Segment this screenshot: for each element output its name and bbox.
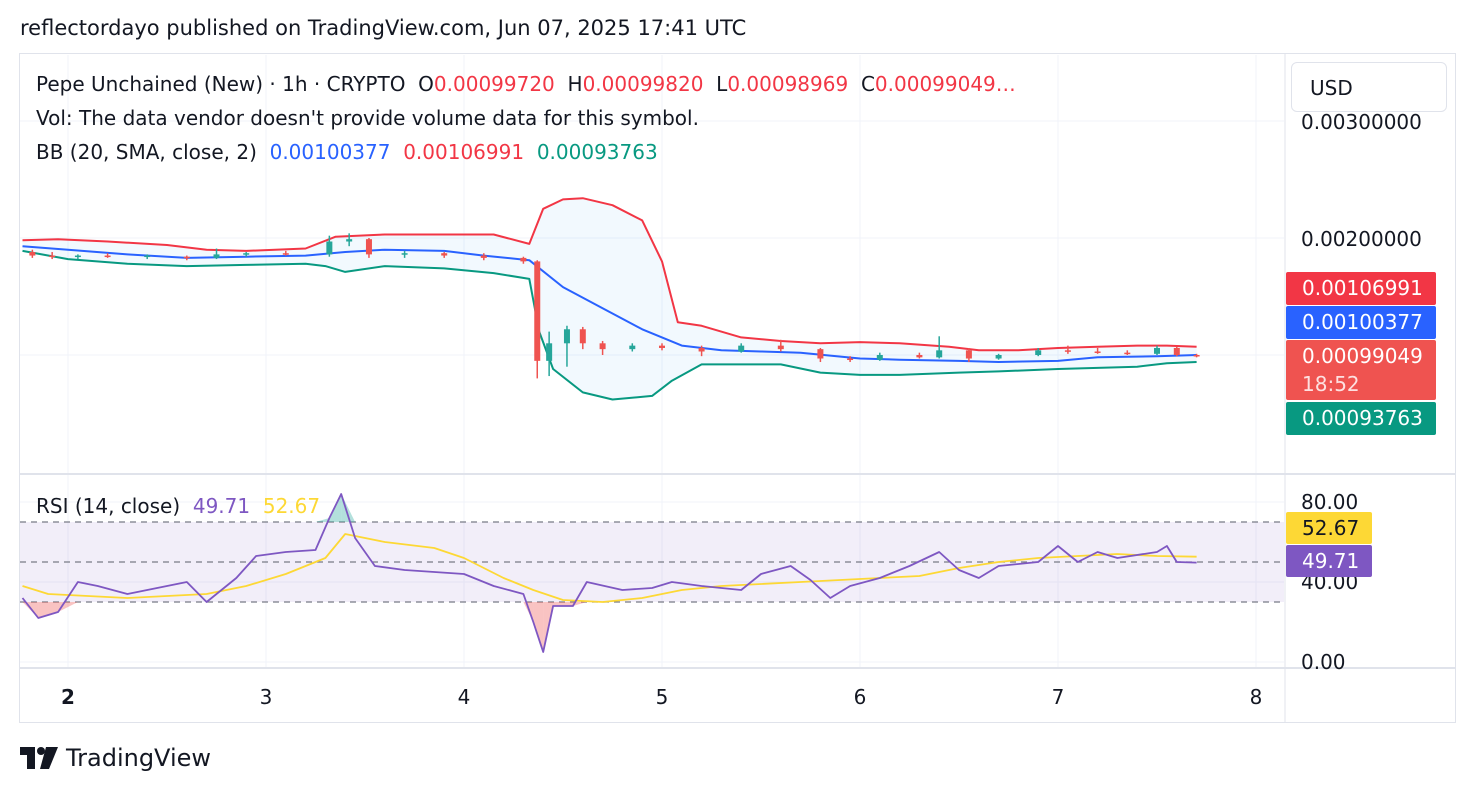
rsi-ma-line (22, 533, 1197, 603)
candle-body (1193, 355, 1200, 357)
candle-body (698, 347, 705, 352)
rsi-oversold-fill (533, 602, 544, 652)
bb-upper-line (22, 197, 1197, 352)
bb-upper-price-tag: 0.00106991 (1286, 272, 1436, 305)
bb-label: BB (20, SMA, close, 2) (36, 140, 257, 164)
rsi-oversold-fill (553, 602, 573, 606)
rsi-line (21, 493, 1197, 653)
bb-basis-value: 0.00100377 (269, 140, 391, 164)
rsi-oversold-fill (572, 602, 587, 606)
close-value: 0.00099049… (874, 72, 1016, 96)
time-axis-label: 2 (61, 685, 75, 709)
bb-upper-value: 0.00106991 (403, 140, 525, 164)
candle-body (546, 343, 553, 361)
candle-body (183, 256, 190, 259)
ohlc-legend: Pepe Unchained (New) · 1h · CRYPTO O0.00… (36, 72, 1016, 96)
candle-body (144, 255, 151, 258)
bb-lower-line (22, 249, 1197, 401)
bb-band-fill (22, 198, 1197, 400)
bb-legend[interactable]: BB (20, SMA, close, 2) 0.00100377 0.0010… (36, 140, 658, 164)
candle-body (579, 329, 586, 344)
tradingview-logo[interactable]: TradingView (20, 744, 211, 772)
candle-body (995, 355, 1002, 359)
candle-body (104, 255, 111, 258)
open-label: O (418, 72, 434, 96)
candle-body (916, 355, 923, 358)
candle-body (659, 345, 665, 348)
time-axis-label: 7 (1052, 685, 1065, 709)
tradingview-logo-icon (20, 747, 58, 769)
candle-body (777, 345, 784, 350)
candle-body (213, 254, 220, 258)
candle-body (282, 253, 289, 255)
rsi-overbought-fill (341, 494, 356, 522)
candle-body (480, 255, 487, 258)
high-value: 0.00099820 (582, 72, 704, 96)
low-value: 0.00098969 (727, 72, 849, 96)
candle-body (534, 261, 541, 361)
time-axis-label: 8 (1250, 685, 1263, 709)
currency-selector[interactable]: USD (1291, 62, 1447, 112)
chart-frame[interactable] (19, 53, 1456, 723)
candle-body (876, 355, 883, 360)
candle-body (1035, 350, 1042, 355)
candle-body (441, 253, 448, 256)
publisher-line: reflectordayo published on TradingView.c… (20, 16, 747, 40)
rsi-ma-tag: 52.67 (1286, 512, 1372, 544)
candle-body (1154, 347, 1160, 354)
close-price-tag: 0.00099049 18:52 (1286, 340, 1436, 400)
bb-lower-value: 0.00093763 (536, 140, 658, 164)
rsi-tag: 49.71 (1286, 545, 1372, 577)
candle-body (1064, 350, 1071, 352)
candle-body (629, 345, 636, 350)
price-axis-label: 0.00300000 (1301, 110, 1422, 134)
candle-body (817, 349, 824, 359)
candle-body (847, 358, 854, 361)
time-axis-label: 5 (656, 685, 669, 709)
time-axis-label: 4 (458, 685, 471, 709)
bb-basis-price-tag: 0.00100377 (1286, 306, 1436, 339)
rsi-axis-label: 80.00 (1301, 490, 1358, 514)
symbol-title[interactable]: Pepe Unchained (New) · 1h · CRYPTO (36, 72, 406, 96)
candle-body (243, 253, 250, 255)
rsi-legend[interactable]: RSI (14, close) 49.71 52.67 (36, 494, 320, 518)
candle-body (520, 257, 527, 262)
bb-lower-price-tag: 0.00093763 (1286, 402, 1436, 435)
candle-body (49, 255, 56, 258)
candle-body (365, 239, 372, 255)
rsi-ma-value: 52.67 (262, 494, 321, 518)
candle-body (401, 253, 408, 255)
candle-body (74, 255, 81, 258)
volume-note: Vol: The data vendor doesn't provide vol… (36, 106, 699, 130)
candle-body (1124, 352, 1131, 355)
candle-body (965, 350, 972, 359)
rsi-value: 49.71 (192, 494, 251, 518)
close-price: 0.00099049 (1302, 344, 1423, 368)
time-axis-label: 3 (260, 685, 273, 709)
candle-body (738, 345, 745, 352)
candle-body (346, 239, 353, 242)
price-axis-label: 0.00200000 (1301, 227, 1422, 251)
bar-countdown: 18:52 (1302, 372, 1360, 396)
close-label: C (860, 72, 875, 96)
tradingview-brand: TradingView (66, 744, 212, 772)
candle-body (29, 252, 36, 256)
candle-body (1173, 347, 1180, 355)
rsi-overbought-fill (315, 518, 330, 522)
candle-body (1094, 351, 1101, 353)
rsi-label: RSI (14, close) (36, 494, 181, 518)
open-value: 0.00099720 (433, 72, 555, 96)
bb-basis-line (22, 245, 1197, 363)
rsi-axis-label: 0.00 (1301, 650, 1346, 674)
candle-body (326, 241, 333, 255)
low-label: L (716, 72, 728, 96)
candle-body (599, 343, 606, 350)
time-axis-label: 6 (854, 685, 867, 709)
candle-body (563, 329, 570, 344)
rsi-oversold-fill (38, 602, 59, 618)
high-label: H (567, 72, 583, 96)
candle-body (936, 350, 943, 358)
